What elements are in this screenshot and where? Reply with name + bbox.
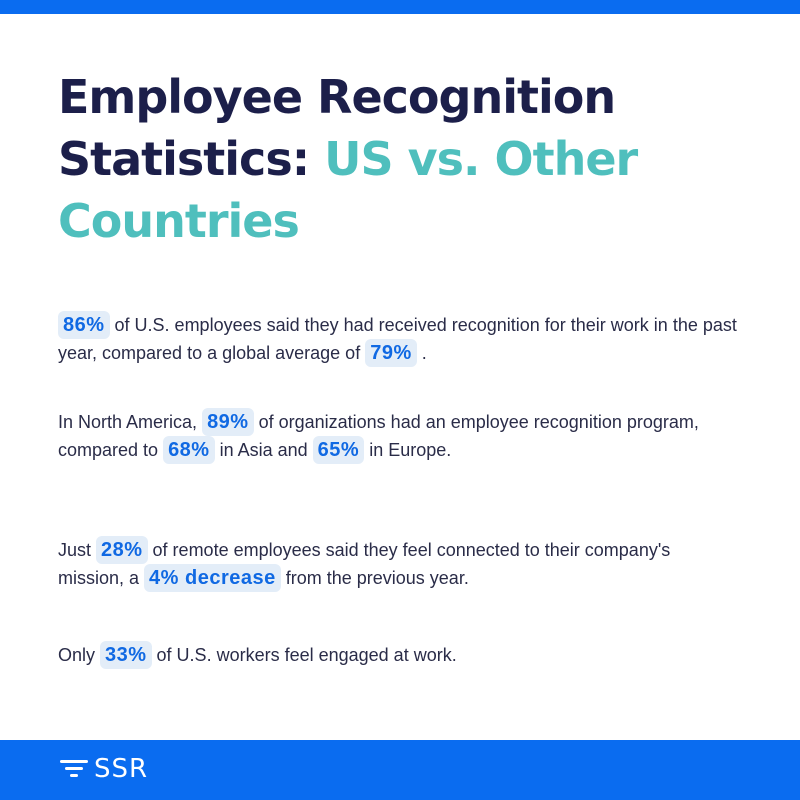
stat-highlight: 68% (163, 436, 215, 464)
stat-highlight: 4% decrease (144, 564, 281, 592)
stat-highlight: 28% (96, 536, 148, 564)
stat-text: Just (58, 540, 97, 560)
stat-text: of U.S. workers feel engaged at work. (151, 645, 457, 665)
stat-text: . (416, 343, 427, 363)
stat-text: in Europe. (364, 440, 452, 460)
page-title: Employee Recognition Statistics: US vs. … (58, 66, 718, 252)
stat-highlight: 65% (312, 436, 365, 464)
stat-highlight: 33% (100, 641, 152, 669)
title-accent-part: US vs. Other Countries (58, 132, 638, 248)
stat-highlight: 86% (58, 311, 110, 339)
stat-text: from the previous year. (280, 568, 469, 588)
stat-text: Only (58, 645, 101, 665)
stat-text: In North America, (58, 412, 203, 432)
stat-paragraph-2: In North America, 89% of organizations h… (58, 408, 738, 464)
stat-paragraph-1: 86% of U.S. employees said they had rece… (58, 311, 738, 367)
stat-highlight: 79% (365, 339, 417, 367)
logo-text: SSR (94, 754, 149, 784)
stat-text: of remote employees said they feel conne… (58, 540, 671, 588)
stat-highlight: 89% (202, 408, 254, 436)
footer-bar: SSR (0, 740, 800, 800)
stat-text: of U.S. employees said they had received… (58, 315, 737, 363)
stat-text: in Asia and (214, 440, 313, 460)
title-dark-part: Employee Recognition Statistics: (58, 70, 616, 186)
funnel-lines-icon (60, 756, 88, 782)
stat-paragraph-4: Only 33% of U.S. workers feel engaged at… (58, 641, 738, 669)
top-accent-bar (0, 0, 800, 14)
stat-text: of organizations had an employee recogni… (58, 412, 699, 460)
ssr-logo: SSR (60, 754, 148, 784)
stat-paragraph-3: Just 28% of remote employees said they f… (58, 536, 738, 592)
